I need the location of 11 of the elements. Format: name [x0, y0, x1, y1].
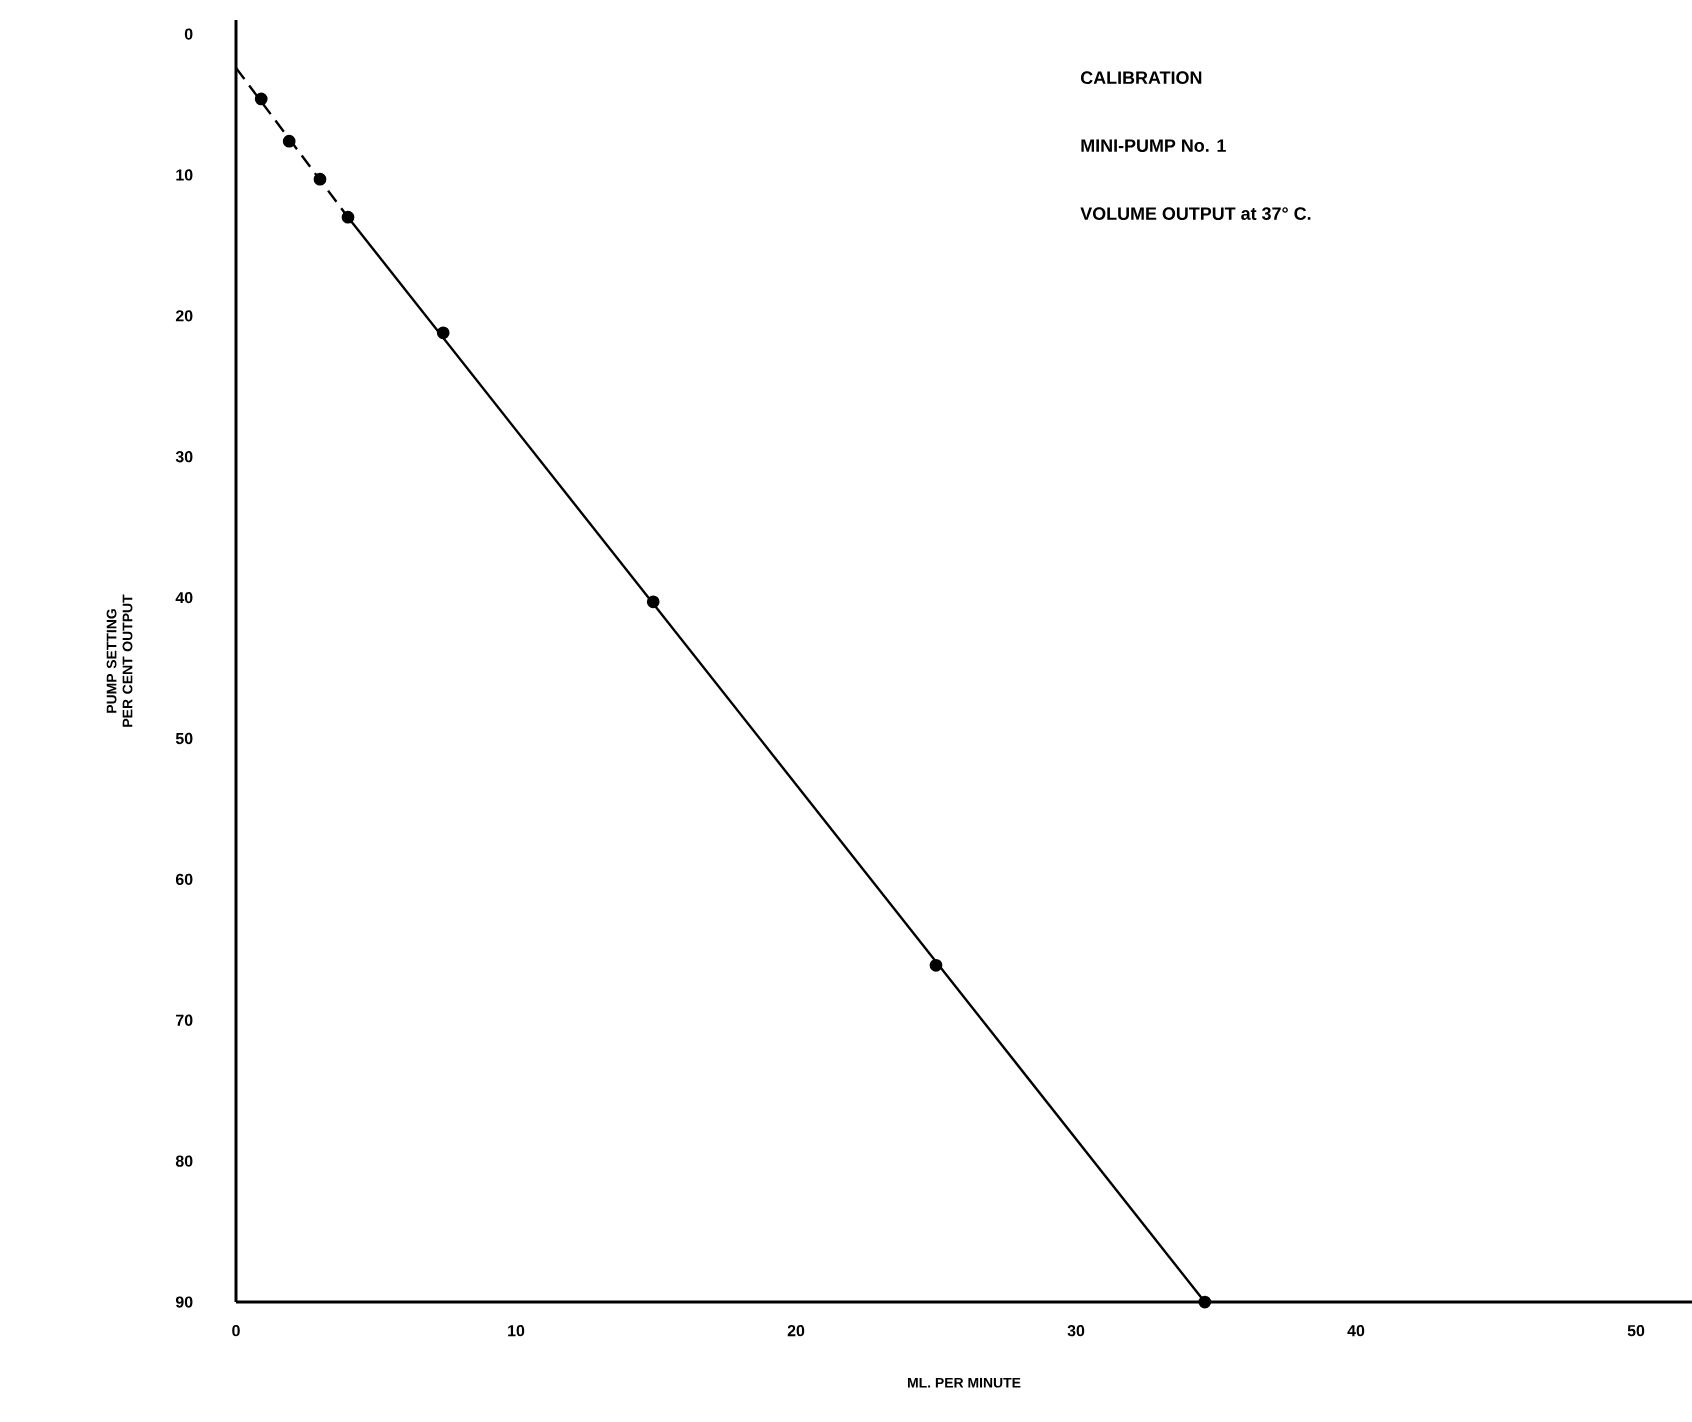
- point: [313, 172, 327, 186]
- text: CALIBRATION: [1080, 71, 1202, 85]
- point: [282, 134, 296, 148]
- point: [341, 210, 355, 224]
- point: [254, 92, 268, 106]
- text: MINI-PUMP No. 1: [1081, 139, 1226, 152]
- point: [929, 958, 943, 972]
- point: [436, 326, 450, 340]
- point: [646, 595, 660, 609]
- annotation: VOLUME OUTPUT at 37° C.: [1080, 207, 1311, 220]
- point: [1198, 1295, 1212, 1309]
